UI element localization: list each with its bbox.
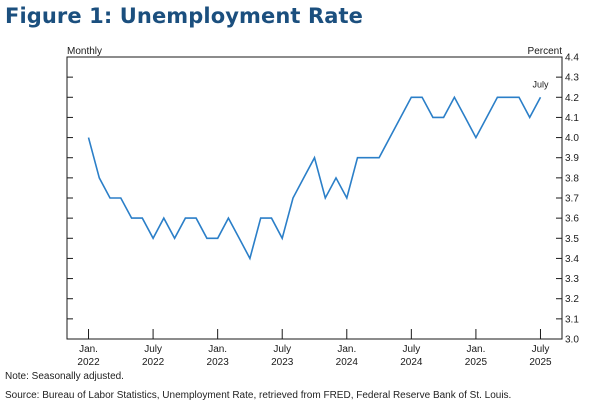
annotation-label: July: [532, 79, 549, 89]
unemployment-rate-line: [87, 95, 542, 261]
x-tick-label-year: 2023: [207, 357, 230, 368]
unemployment-line-chart: Monthly Percent 3.0 3.1 3.2 3.3 3.4 3.5 3.6 3.7…: [66, 46, 579, 368]
y-tick-label: 3.4: [565, 254, 579, 265]
x-tick-label-year: 2024: [336, 357, 359, 368]
y-tick-label: 3.5: [565, 234, 579, 245]
y-tick-label: 4.2: [565, 93, 579, 104]
x-tick-label-month: July: [402, 344, 420, 355]
y-tick-label: 4.3: [565, 73, 579, 84]
x-tick-label-month: Jan.: [466, 344, 485, 355]
x-tick-label-year: 2022: [77, 357, 100, 368]
y-tick-label: 3.8: [565, 173, 579, 184]
y-tick-label: 3.1: [565, 314, 579, 325]
x-tick-label-year: 2025: [529, 357, 552, 368]
x-tick-label-month: July: [144, 344, 162, 355]
y-tick-label: 3.7: [565, 194, 579, 205]
x-tick-label-month: July: [273, 344, 291, 355]
x-tick-label-month: Jan.: [79, 344, 98, 355]
x-tick-label-year: 2022: [142, 357, 165, 368]
y-tick-label: 4.1: [565, 113, 579, 124]
y-tick-label: 3.6: [565, 214, 579, 225]
y-tick-label: 3.2: [565, 294, 579, 305]
x-tick-label-month: Jan.: [208, 344, 227, 355]
y-tick-label: 3.9: [565, 153, 579, 164]
plot-frame: [66, 56, 563, 340]
y-tick-label: 3.3: [565, 274, 579, 285]
x-tick-label-year: 2025: [465, 357, 488, 368]
y-tick-label: 3.0: [565, 335, 579, 346]
x-tick-label-year: 2023: [271, 357, 294, 368]
figure-source: Source: Bureau of Labor Statistics, Unem…: [5, 390, 512, 401]
x-tick-label-month: Jan.: [337, 344, 356, 355]
figure-title: Figure 1: Unemployment Rate: [5, 4, 363, 28]
y-tick-label: 4.4: [565, 53, 579, 64]
left-axis-label: Monthly: [67, 46, 102, 57]
y-tick-label: 4.0: [565, 133, 579, 144]
x-tick-label-month: July: [532, 344, 550, 355]
x-tick-label-year: 2024: [400, 357, 423, 368]
right-axis-label: Percent: [528, 46, 563, 57]
figure-note: Note: Seasonally adjusted.: [5, 371, 124, 382]
